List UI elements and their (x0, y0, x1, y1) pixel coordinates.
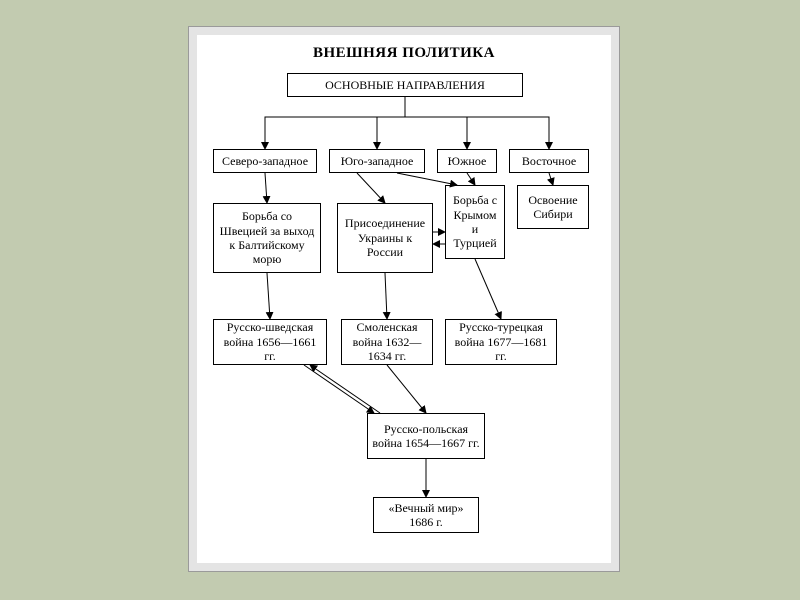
node-nw-goal: Борьба со Швецией за выход к Балтийскому… (213, 203, 321, 273)
node-war-polish: Русско-польская война 1654—1667 гг. (367, 413, 485, 459)
node-eternal-peace: «Вечный мир» 1686 г. (373, 497, 479, 533)
node-root: ОСНОВНЫЕ НАПРАВЛЕНИЯ (287, 73, 523, 97)
node-south: Южное (437, 149, 497, 173)
node-s-goal: Борьба с Крымом и Турцией (445, 185, 505, 259)
node-east: Восточное (509, 149, 589, 173)
diagram-title: ВНЕШНЯЯ ПОЛИТИКА (197, 45, 611, 62)
node-war-swedish: Русско-шведская война 1656—1661 гг. (213, 319, 327, 365)
node-southwest: Юго-западное (329, 149, 425, 173)
diagram-canvas: ВНЕШНЯЯ ПОЛИТИКА ОСНОВНЫЕ НАПРАВЛЕНИЯ Се… (197, 35, 611, 563)
diagram-panel: ВНЕШНЯЯ ПОЛИТИКА ОСНОВНЫЕ НАПРАВЛЕНИЯ Се… (188, 26, 620, 572)
node-war-smolensk: Смоленская война 1632—1634 гг. (341, 319, 433, 365)
edge-layer (197, 35, 611, 563)
node-war-turkish: Русско-турецкая война 1677—1681 гг. (445, 319, 557, 365)
node-sw-goal: Присоединение Украины к России (337, 203, 433, 273)
node-e-goal: Освоение Сибири (517, 185, 589, 229)
node-northwest: Северо-западное (213, 149, 317, 173)
